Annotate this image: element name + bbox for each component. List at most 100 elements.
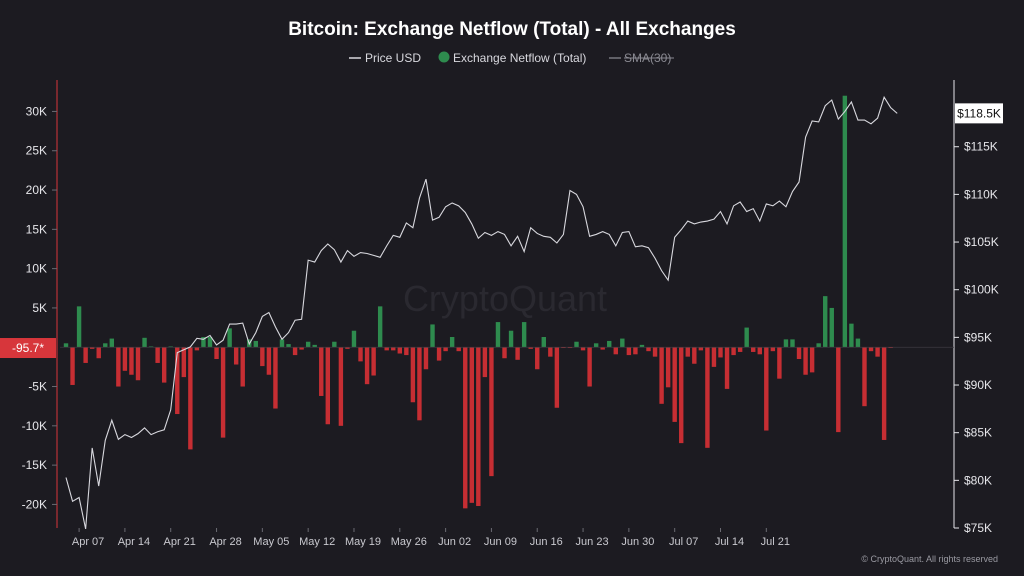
right-axis-ticks: $115K $110K $105K $100K $95K $90K $85K $80K $75K — [954, 140, 999, 535]
copyright: © CryptoQuant. All rights reserved — [861, 554, 998, 564]
netflow-bar — [161, 347, 167, 383]
current-netflow-box — [0, 338, 56, 359]
netflow-bar — [129, 347, 134, 375]
netflow-bar — [299, 347, 304, 350]
netflow-bar — [279, 339, 285, 348]
left-tick-label: 30K — [26, 104, 47, 118]
netflow-bar — [436, 347, 442, 361]
netflow-bar — [842, 95, 848, 348]
netflow-bar — [417, 347, 422, 421]
netflow-bar — [312, 344, 317, 348]
netflow-bar — [796, 347, 802, 360]
netflow-bar — [227, 328, 232, 348]
netflow-bar — [652, 347, 658, 357]
netflow-bar — [790, 339, 795, 348]
netflow-bar — [103, 343, 108, 348]
netflow-bar — [823, 296, 828, 348]
netflow-bar — [292, 347, 298, 356]
netflow-bar — [705, 347, 710, 448]
netflow-bar — [155, 347, 160, 363]
legend[interactable]: Price USD Exchange Netflow (Total) SMA(3… — [349, 51, 674, 65]
left-axis-ticks: 30K 25K 20K 15K 10K 5K -5K -10K -15K -20K — [22, 104, 57, 511]
current-netflow-label: -95.7* — [12, 341, 44, 355]
netflow-bar — [489, 347, 494, 477]
netflow-bar — [76, 306, 82, 348]
netflow-bar — [423, 347, 429, 370]
netflow-bar — [135, 347, 141, 381]
netflow-bar — [875, 347, 880, 357]
netflow-bar — [724, 347, 730, 389]
netflow-bar — [449, 337, 455, 348]
netflow-bar — [528, 347, 533, 349]
netflow-bar — [332, 341, 337, 348]
legend-netflow-swatch — [438, 51, 450, 63]
netflow-bar — [495, 322, 501, 348]
netflow-bar — [731, 347, 736, 356]
left-tick-label: 15K — [26, 222, 47, 236]
netflow-bar — [233, 347, 239, 365]
netflow-bar — [502, 347, 507, 359]
netflow-bar — [404, 347, 409, 356]
netflow-bar — [613, 347, 618, 355]
right-tick-label: $85K — [964, 426, 992, 440]
netflow-bar — [463, 347, 468, 509]
right-tick-label: $100K — [964, 283, 999, 297]
netflow-bar — [554, 347, 560, 408]
netflow-bar — [692, 347, 697, 364]
netflow-bar — [665, 347, 671, 388]
netflow-bar — [469, 347, 474, 503]
netflow-bar — [253, 340, 259, 348]
netflow-bar — [620, 338, 625, 348]
left-tick-label: 10K — [26, 262, 47, 276]
left-tick-label: -10K — [22, 419, 47, 433]
x-tick-label: Apr 14 — [118, 536, 150, 548]
netflow-bar — [718, 347, 723, 358]
legend-price-label[interactable]: Price USD — [365, 51, 421, 65]
price-line — [65, 95, 898, 530]
netflow-bar — [744, 327, 749, 348]
netflow-bar — [580, 347, 586, 351]
netflow-bar — [862, 347, 867, 407]
netflow-bar — [391, 347, 396, 351]
netflow-bar — [142, 337, 147, 348]
netflow-bar — [188, 347, 193, 450]
x-tick-label: Jul 07 — [669, 536, 698, 548]
watermark: CryptoQuant — [403, 278, 607, 319]
x-tick-label: Apr 07 — [72, 536, 104, 548]
left-tick-label: -20K — [22, 497, 47, 511]
netflow-bar — [593, 343, 599, 348]
right-tick-label: $110K — [964, 187, 998, 201]
netflow-bar — [711, 347, 717, 367]
legend-netflow-label[interactable]: Exchange Netflow (Total) — [453, 51, 586, 65]
netflow-bar — [548, 347, 553, 357]
netflow-bar — [849, 323, 854, 348]
netflow-bar — [410, 347, 416, 403]
current-netflow-marker: -95.7* — [0, 338, 56, 359]
netflow-bar — [122, 347, 128, 371]
netflow-bar — [633, 347, 638, 355]
x-tick-label: Jun 30 — [621, 536, 654, 548]
netflow-bars — [63, 95, 893, 509]
netflow-bar — [345, 347, 350, 349]
right-tick-label: $75K — [964, 521, 992, 535]
netflow-bar — [351, 330, 357, 348]
netflow-bar — [737, 347, 743, 352]
x-tick-label: Apr 28 — [209, 536, 241, 548]
netflow-bar — [70, 347, 75, 385]
netflow-bar — [96, 347, 101, 359]
netflow-bar — [214, 347, 219, 360]
netflow-bar — [607, 340, 612, 348]
netflow-bar — [240, 347, 245, 387]
netflow-bar — [672, 347, 677, 422]
netflow-bar — [266, 347, 272, 375]
netflow-bar — [175, 347, 180, 415]
x-tick-label: Jun 02 — [438, 536, 471, 548]
netflow-bar — [116, 347, 121, 387]
x-tick-label: Jul 21 — [761, 536, 790, 548]
netflow-bar — [515, 347, 520, 360]
netflow-bar — [639, 344, 645, 348]
netflow-bar — [574, 341, 579, 348]
netflow-bar — [220, 347, 226, 438]
netflow-bar — [587, 347, 592, 387]
